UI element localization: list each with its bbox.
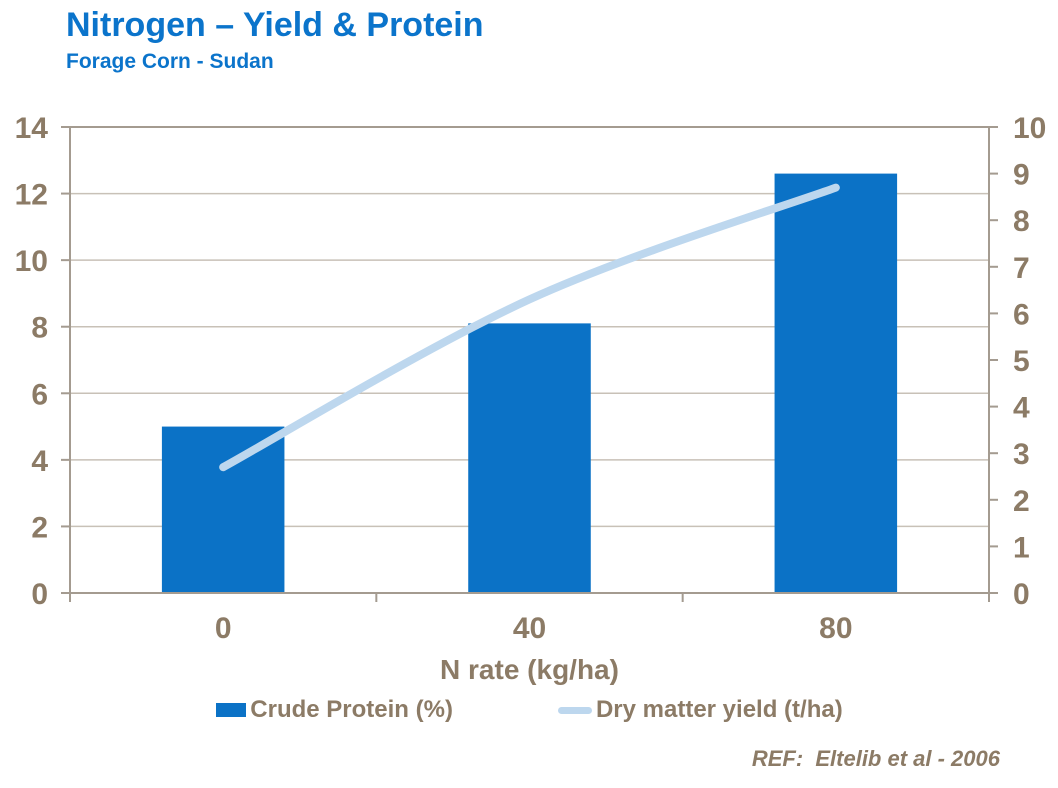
right-axis-tick-label: 4 <box>1013 392 1030 425</box>
line-series-swatch-icon <box>557 706 592 714</box>
right-axis-tick-label: 10 <box>1013 112 1046 145</box>
right-axis-tick-label: 3 <box>1013 438 1030 471</box>
x-axis-title: N rate (kg/ha) <box>440 654 619 685</box>
right-axis-tick-label: 6 <box>1013 298 1030 331</box>
bar-crude-protein <box>774 173 898 593</box>
x-category-label: 80 <box>819 612 852 645</box>
right-axis-tick-label: 2 <box>1013 485 1030 518</box>
chart-title: Nitrogen – Yield & Protein <box>66 6 484 44</box>
left-axis-tick-label: 6 <box>31 378 48 411</box>
chart-legend: Crude Protein (%) Dry matter yield (t/ha… <box>70 696 989 724</box>
right-axis-tick-label: 7 <box>1013 252 1030 285</box>
left-axis-tick-label: 12 <box>15 179 48 212</box>
bar-crude-protein <box>468 323 591 593</box>
left-axis-tick-label: 10 <box>15 245 48 278</box>
left-axis-tick-label: 2 <box>31 511 48 544</box>
right-axis-tick-label: 8 <box>1013 205 1030 238</box>
left-axis-tick-label: 4 <box>31 445 48 478</box>
legend-item-dry-matter-yield: Dry matter yield (t/ha) <box>557 696 843 724</box>
dry-matter-yield-line <box>219 183 840 472</box>
chart-subtitle: Forage Corn - Sudan <box>66 50 274 73</box>
right-axis-tick-label: 1 <box>1013 531 1030 564</box>
left-axis-tick-label: 8 <box>31 312 48 345</box>
bar-series-swatch-icon <box>216 703 247 717</box>
right-axis-tick-label: 0 <box>1013 578 1030 611</box>
left-axis-tick-label: 14 <box>15 112 49 145</box>
legend-item-crude-protein: Crude Protein (%) <box>216 696 453 724</box>
bar-crude-protein <box>161 426 285 593</box>
legend-label-crude-protein: Crude Protein (%) <box>250 696 453 723</box>
right-axis-tick-label: 5 <box>1013 345 1030 378</box>
legend-label-dry-matter-yield: Dry matter yield (t/ha) <box>595 696 843 723</box>
reference-text: REF: Eltelib et al - 2006 <box>751 746 1000 771</box>
left-axis-tick-label: 0 <box>31 578 48 611</box>
x-category-label: 40 <box>513 612 546 645</box>
x-category-label: 0 <box>215 612 232 645</box>
right-axis-tick-label: 9 <box>1013 159 1030 192</box>
